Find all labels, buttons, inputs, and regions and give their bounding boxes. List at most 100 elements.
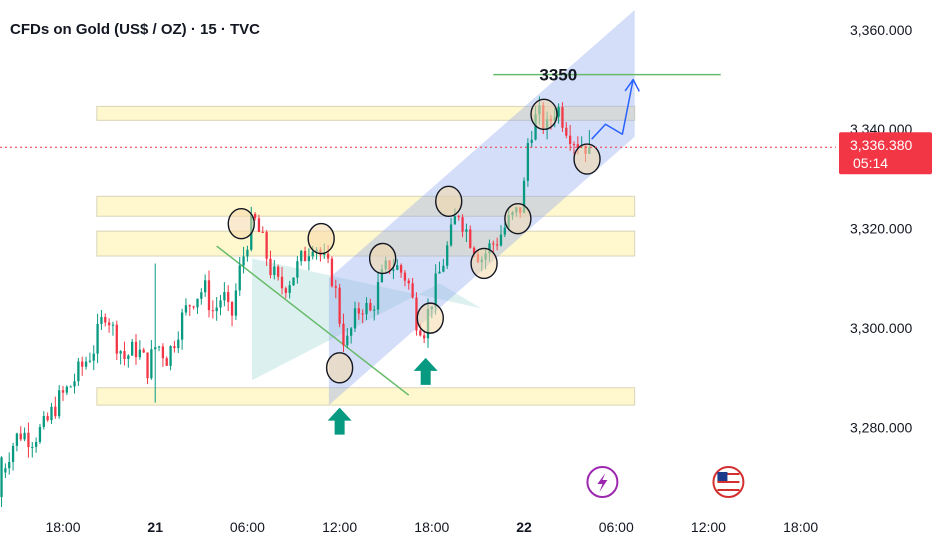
candle-body: [380, 269, 384, 283]
candle-body: [161, 346, 165, 359]
candle-body: [215, 307, 218, 312]
candle-body: [495, 244, 499, 246]
time-tick-label: 18:00: [45, 519, 80, 535]
candle-body: [46, 416, 49, 421]
time-tick-label: 22: [516, 519, 532, 535]
candle-body: [150, 349, 153, 379]
candle-body: [457, 216, 460, 218]
candle-body: [50, 406, 53, 421]
candle-body: [349, 328, 353, 336]
candle-body: [257, 218, 261, 232]
chart-title: CFDs on Gold (US$ / OZ) · 15 · TVC: [10, 21, 260, 38]
candle-body: [180, 312, 184, 340]
candle-body: [357, 308, 360, 314]
candle-body: [303, 251, 307, 262]
candle-body: [472, 247, 476, 254]
candle-body: [127, 355, 130, 359]
time-tick-label: 06:00: [599, 519, 634, 535]
zones-layer: [96, 105, 636, 406]
candle-body: [334, 286, 337, 288]
candle-body: [399, 265, 403, 273]
lightning-icon[interactable]: [586, 466, 619, 498]
candle-body: [442, 265, 445, 272]
candle-body: [488, 243, 491, 254]
candle-body: [246, 249, 249, 257]
candle-body: [211, 310, 214, 312]
candle-body: [169, 346, 172, 366]
candle-body: [342, 323, 345, 346]
candle-body: [27, 432, 30, 448]
candle-body: [223, 292, 226, 301]
candle-body: [311, 251, 314, 257]
candle-body: [96, 323, 99, 354]
candle-body: [453, 216, 457, 225]
candle-body: [88, 360, 92, 362]
candles-layer: [0, 96, 591, 508]
candle-body: [526, 142, 530, 181]
candle-body: [261, 231, 264, 233]
swing-point-circle: [307, 222, 335, 255]
candle-body: [165, 358, 168, 366]
candle-body: [323, 253, 326, 255]
axis-layer: 3,360.0003,340.0003,320.0003,300.0003,28…: [45, 22, 932, 535]
up-arrow-icon: [327, 407, 352, 435]
candle-body: [119, 351, 122, 354]
flag-stripe: [717, 489, 740, 491]
candle-body: [373, 309, 376, 311]
time-tick-label: 12:00: [691, 519, 726, 535]
flag-stripe: [717, 481, 740, 483]
flag-stripe: [717, 477, 740, 479]
candle-body: [65, 386, 69, 393]
candle-body: [353, 308, 357, 329]
zone-rect: [96, 230, 636, 257]
candle-body: [326, 253, 330, 259]
candle-body: [81, 361, 84, 367]
last-price-value: 3,336.380: [850, 137, 912, 153]
candle-body: [568, 135, 572, 145]
us-flag-icon[interactable]: [712, 466, 745, 498]
candle-body: [288, 285, 291, 293]
candle-body: [361, 313, 364, 315]
swing-point-circle: [435, 185, 463, 218]
candle-body: [138, 349, 141, 358]
candle-body: [173, 346, 176, 349]
candle-body: [84, 361, 88, 367]
candle-body: [58, 390, 61, 417]
flag-stripe: [717, 473, 740, 475]
candle-body: [446, 245, 449, 266]
candle-body: [0, 457, 3, 498]
candle-body: [576, 144, 579, 148]
candle-body: [31, 446, 34, 448]
price-tick-label: 3,280.000: [850, 419, 912, 435]
candle-body: [419, 330, 422, 336]
candle-body: [69, 386, 72, 388]
candle-body: [530, 139, 533, 143]
candle-body: [188, 305, 191, 307]
candle-body: [338, 287, 341, 324]
candle-body: [204, 280, 207, 293]
candle-body: [253, 213, 257, 219]
candle-body: [157, 346, 161, 348]
candle-body: [392, 269, 395, 271]
candle-body: [415, 297, 418, 331]
candle-body: [227, 292, 230, 302]
time-tick-label: 12:00: [322, 519, 357, 535]
swing-point-circle: [573, 143, 601, 175]
zone-rect: [96, 105, 636, 121]
candle-body: [492, 243, 495, 245]
candle-body: [465, 229, 468, 232]
time-tick-label: 18:00: [414, 519, 449, 535]
candle-body: [557, 107, 560, 117]
candle-body: [219, 300, 222, 308]
candle-body: [184, 305, 188, 313]
candle-body: [73, 381, 76, 387]
candle-body: [300, 251, 303, 262]
candle-body: [407, 280, 410, 284]
candle-body: [265, 232, 268, 259]
candle-body: [146, 352, 149, 379]
candle-body: [434, 273, 437, 307]
candle-body: [123, 351, 126, 359]
trendline: [216, 245, 410, 396]
